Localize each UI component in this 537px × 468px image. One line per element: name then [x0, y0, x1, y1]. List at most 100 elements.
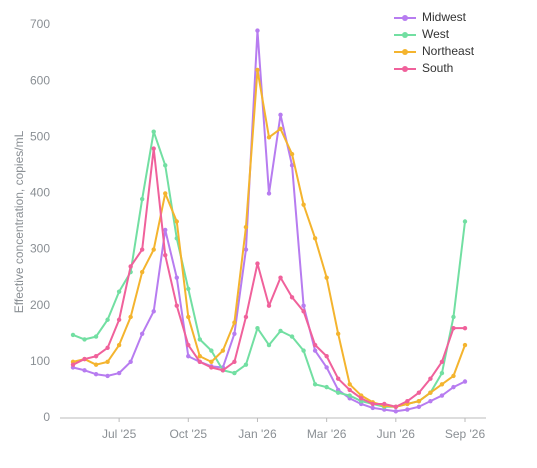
data-point — [128, 359, 133, 365]
data-point — [197, 359, 203, 365]
data-point — [312, 236, 318, 241]
data-point — [163, 227, 168, 233]
data-point — [209, 348, 214, 353]
data-point — [82, 337, 87, 342]
y-tick-label: 500 — [30, 129, 50, 143]
data-point — [347, 382, 352, 387]
data-point — [324, 275, 329, 280]
data-point — [105, 359, 110, 365]
data-point — [347, 393, 352, 398]
data-point — [462, 219, 468, 224]
data-point — [197, 337, 203, 342]
data-point — [324, 354, 329, 359]
data-point — [393, 404, 399, 409]
data-point — [209, 365, 214, 370]
data-point — [416, 390, 422, 395]
y-tick-label: 700 — [30, 17, 50, 31]
data-point — [266, 191, 272, 196]
data-point — [128, 314, 133, 320]
data-point — [335, 376, 341, 381]
data-point — [105, 317, 110, 322]
data-point — [116, 317, 122, 322]
data-point — [324, 384, 329, 390]
data-point — [163, 191, 168, 196]
y-tick-label: 100 — [30, 354, 50, 368]
legend-dot — [402, 49, 408, 55]
x-tick-label: Jun '26 — [377, 427, 416, 441]
data-point — [301, 303, 306, 308]
data-point — [428, 390, 433, 395]
data-point — [232, 370, 237, 376]
legend-label: West — [422, 27, 450, 41]
data-point — [243, 362, 249, 367]
data-point — [186, 286, 191, 292]
data-point — [163, 252, 168, 258]
data-point — [116, 370, 122, 376]
data-point — [243, 224, 249, 230]
data-point — [163, 163, 168, 168]
x-tick-label: Jul '25 — [102, 427, 137, 441]
data-point — [301, 202, 306, 207]
legend-dot — [402, 32, 408, 38]
data-point — [278, 112, 283, 118]
data-point — [105, 373, 110, 379]
data-point — [266, 342, 272, 348]
data-point — [82, 368, 87, 373]
data-point — [255, 28, 260, 33]
x-tick-label: Oct '25 — [169, 427, 207, 441]
data-point — [312, 348, 318, 353]
data-point — [266, 303, 272, 308]
data-point — [209, 359, 214, 365]
data-point — [186, 354, 191, 359]
data-point — [335, 390, 341, 395]
data-point — [278, 328, 283, 334]
data-point — [416, 404, 422, 409]
data-point — [243, 314, 249, 320]
y-tick-label: 200 — [30, 298, 50, 312]
data-point — [301, 348, 306, 353]
data-point — [93, 334, 99, 339]
data-point — [370, 401, 375, 407]
data-point — [255, 67, 260, 73]
data-point — [439, 359, 445, 365]
data-point — [220, 368, 226, 373]
data-point — [301, 309, 306, 314]
data-point — [70, 362, 76, 367]
data-point — [370, 405, 375, 411]
data-point — [289, 151, 295, 157]
x-tick-label: Jan '26 — [238, 427, 277, 441]
data-point — [93, 372, 99, 377]
legend-label: Northeast — [422, 44, 475, 58]
data-point — [255, 261, 260, 266]
data-point — [139, 269, 145, 275]
data-point — [70, 332, 76, 338]
series-line — [72, 130, 466, 408]
y-tick-label: 600 — [30, 73, 50, 87]
data-point — [174, 303, 179, 308]
data-point — [359, 396, 364, 401]
legend-label: Midwest — [422, 10, 467, 24]
data-point — [462, 342, 468, 348]
legend-dot — [402, 66, 408, 72]
data-point — [93, 362, 99, 367]
data-point — [405, 398, 410, 404]
data-point — [116, 289, 122, 294]
data-point — [416, 398, 422, 404]
data-point — [105, 345, 110, 351]
data-point — [232, 359, 237, 365]
data-point — [439, 370, 445, 376]
data-point — [186, 314, 191, 320]
data-point — [174, 275, 179, 280]
data-point — [197, 354, 203, 359]
data-point — [151, 146, 156, 151]
data-point — [462, 379, 468, 384]
data-point — [186, 342, 191, 348]
y-tick-label: 300 — [30, 242, 50, 256]
y-axis-label: Effective concentration, copies/mL — [12, 130, 26, 313]
data-point — [116, 342, 122, 348]
data-point — [393, 409, 399, 414]
data-point — [255, 325, 260, 331]
data-point — [439, 382, 445, 387]
